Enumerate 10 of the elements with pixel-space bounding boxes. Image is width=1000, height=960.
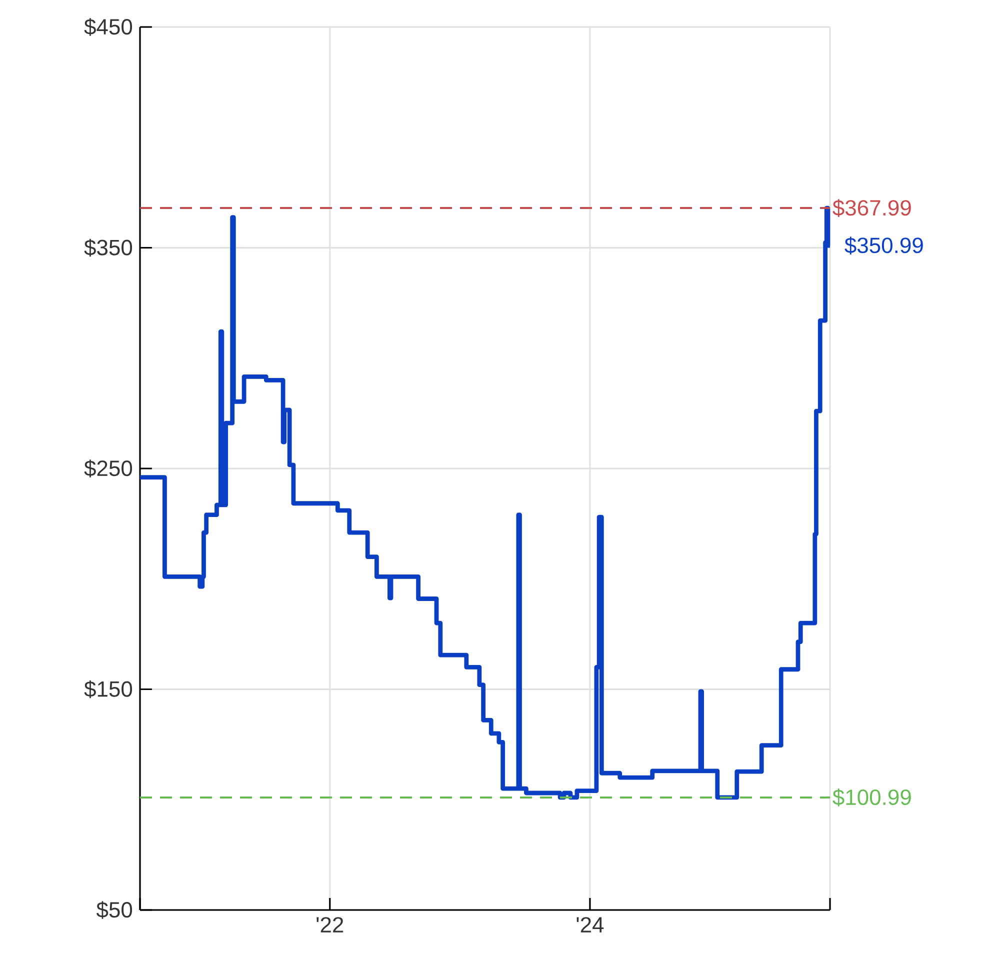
ref-line-label: $100.99 [832, 788, 911, 806]
y-tick-label: $250 [84, 460, 132, 478]
y-tick-label: $50 [96, 901, 132, 919]
ref-line-label: $367.99 [832, 199, 911, 217]
y-tick-label: $350 [84, 238, 132, 257]
x-tick-label: '24 [576, 917, 604, 932]
annotation: $350.99 [844, 236, 923, 254]
y-tick-label: $150 [84, 680, 132, 698]
y-tick-label: $450 [84, 18, 132, 36]
x-tick-label: '22 [316, 917, 344, 932]
